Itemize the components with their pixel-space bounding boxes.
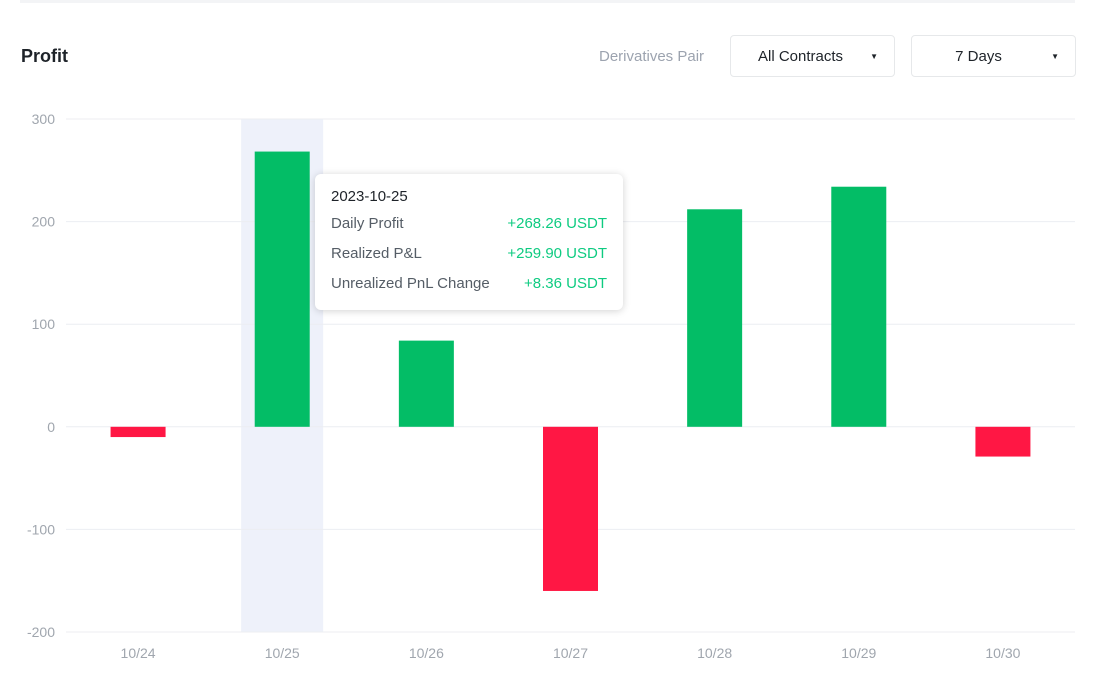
caret-down-icon: ▼ [1051,51,1059,61]
caret-down-icon: ▼ [870,51,878,61]
tooltip-label: Daily Profit [331,215,404,232]
chart-tooltip: 2023-10-25 Daily Profit +268.26 USDT Real… [315,174,623,310]
x-tick-label: 10/28 [697,645,732,661]
bar-10-26 [398,340,454,427]
x-tick-label: 10/30 [985,645,1020,661]
derivatives-pair-label: Derivatives Pair [599,48,705,65]
y-tick-label: -200 [27,624,55,640]
contract-select[interactable]: All Contracts ▼ [730,35,895,77]
y-tick-label: 200 [32,214,56,230]
period-select[interactable]: 7 Days ▼ [911,35,1076,77]
top-divider [20,0,1075,3]
x-tick-label: 10/25 [265,645,300,661]
page-title: Profit [21,46,68,66]
x-tick-label: 10/24 [121,645,156,661]
y-tick-label: -100 [27,521,55,537]
bar-10-25 [254,151,310,427]
bar-10-24 [110,426,166,438]
bar-10-29 [831,186,887,427]
x-tick-label: 10/27 [553,645,588,661]
tooltip-value: +8.36 USDT [524,275,607,292]
tooltip-row: Realized P&L +259.90 USDT [331,245,607,275]
contract-select-value: All Contracts [758,47,844,65]
y-tick-label: 0 [47,419,55,435]
tooltip-row: Unrealized PnL Change +8.36 USDT [331,275,607,305]
y-tick-label: 300 [32,111,56,127]
tooltip-value: +268.26 USDT [507,215,607,232]
bar-10-30 [975,426,1031,457]
tooltip-date: 2023-10-25 [331,188,408,205]
bar-10-28 [687,209,743,427]
tooltip-value: +259.90 USDT [507,245,607,262]
bar-10-27 [543,426,598,591]
tooltip-label: Realized P&L [331,245,422,262]
tooltip-row: Daily Profit +268.26 USDT [331,215,607,245]
y-tick-label: 100 [32,316,56,332]
period-select-value: 7 Days [955,47,1002,65]
tooltip-label: Unrealized PnL Change [331,275,490,292]
x-tick-label: 10/26 [409,645,444,661]
x-tick-label: 10/29 [841,645,876,661]
